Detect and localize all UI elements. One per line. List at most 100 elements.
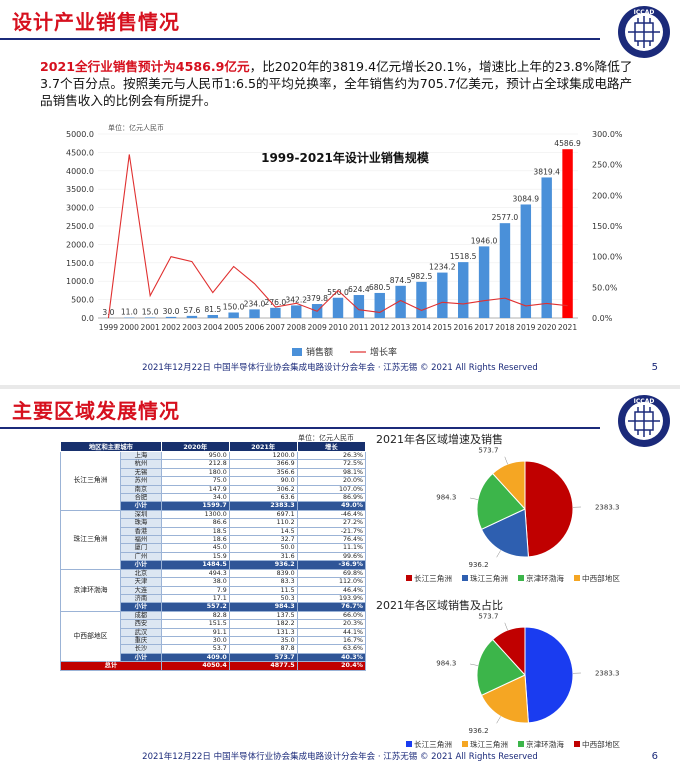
summary-paragraph: 2021全行业销售预计为4586.9亿元，比2020年的3819.4亿元增长20… bbox=[40, 58, 640, 109]
y2-tick-label: 300.0% bbox=[592, 130, 623, 139]
legend-swatch bbox=[406, 741, 412, 747]
value-2020-cell: 34.0 bbox=[160, 493, 230, 503]
growth-cell: 99.6% bbox=[296, 551, 367, 562]
growth-cell: 11.1% bbox=[296, 543, 367, 553]
bar-value-label: 624.4 bbox=[348, 285, 370, 294]
value-2020-cell: 557.2 bbox=[160, 602, 230, 612]
y-tick-label: 2500.0 bbox=[66, 222, 94, 231]
bar-value-label: 379.8 bbox=[306, 294, 328, 303]
value-2021-cell: 14.5 bbox=[228, 526, 298, 537]
growth-cell: -21.7% bbox=[296, 526, 367, 537]
x-tick-label: 2020 bbox=[537, 323, 556, 332]
bar-value-label: 982.5 bbox=[411, 272, 433, 281]
value-2021-cell: 11.5 bbox=[228, 585, 298, 595]
value-2020-cell: 38.0 bbox=[160, 577, 230, 587]
city-cell: 香港 bbox=[120, 526, 162, 537]
value-2021-cell: 110.2 bbox=[228, 518, 298, 528]
legend-swatch bbox=[406, 575, 412, 581]
pie-value-label: 2383.3 bbox=[595, 504, 620, 512]
pie-leader-line bbox=[470, 497, 478, 500]
value-2020-cell: 4050.4 bbox=[160, 661, 230, 671]
slide-separator bbox=[0, 385, 680, 389]
chart-title: 1999-2021年设计业销售规模 bbox=[261, 150, 430, 165]
y2-tick-label: 200.0% bbox=[592, 191, 623, 200]
x-tick-label: 2001 bbox=[141, 323, 160, 332]
bar-value-label: 1234.2 bbox=[429, 263, 456, 272]
growth-cell: 16.7% bbox=[296, 635, 367, 646]
summary-text: ，比2020年的3819.4亿元增长20.1%，增速比上年的23.8%降低了3.… bbox=[40, 59, 633, 108]
growth-cell: 20.4% bbox=[296, 661, 367, 671]
growth-cell: 26.3% bbox=[296, 450, 367, 461]
table-row: 南京 147.9 306.2 107.0% bbox=[61, 484, 367, 495]
value-2021-cell: 63.6 bbox=[228, 493, 298, 503]
pie-leader-line bbox=[496, 716, 501, 724]
logo-text: ICCAD bbox=[634, 398, 655, 405]
bar bbox=[541, 177, 552, 318]
x-tick-label: 2011 bbox=[349, 323, 368, 332]
city-cell: 天津 bbox=[120, 577, 162, 587]
bar bbox=[249, 309, 260, 318]
bar-value-label: 11.0 bbox=[121, 308, 138, 317]
legend-line-label: 增长率 bbox=[370, 346, 397, 358]
table-unit: 单位：亿元人民币 bbox=[298, 434, 354, 442]
growth-cell: 76.7% bbox=[296, 602, 367, 612]
city-cell: 成都 bbox=[120, 610, 162, 621]
y2-tick-label: 250.0% bbox=[592, 161, 623, 170]
city-cell: 合肥 bbox=[120, 493, 162, 503]
bar bbox=[291, 305, 302, 318]
growth-cell: 112.0% bbox=[296, 577, 367, 587]
table-header-cell: 2021年 bbox=[228, 441, 298, 452]
table-row: 珠江三角洲 深圳 1300.0 697.1 -46.4% bbox=[60, 509, 367, 570]
pie-value-label: 936.2 bbox=[468, 561, 488, 569]
table-row: 重庆 30.0 35.0 16.7% bbox=[61, 635, 367, 646]
y-tick-label: 1000.0 bbox=[66, 277, 94, 286]
bar bbox=[228, 312, 239, 318]
value-2020-cell: 409.0 bbox=[160, 652, 230, 663]
title-rule bbox=[0, 38, 600, 40]
legend-swatch bbox=[518, 575, 524, 581]
table-header-row: 地区和主要城市 2020年 2021年 增长 bbox=[60, 441, 367, 452]
value-2020-cell: 86.6 bbox=[160, 518, 230, 528]
value-2020-cell: 950.0 bbox=[160, 450, 230, 461]
total-row: 总计 4050.4 4877.5 20.4% bbox=[60, 661, 367, 671]
pie-slice bbox=[480, 508, 529, 558]
bar bbox=[499, 223, 511, 318]
pie-slice bbox=[524, 626, 574, 724]
region-name-cell: 长江三角洲 bbox=[60, 451, 121, 511]
value-2021-cell: 50.0 bbox=[228, 543, 298, 553]
bar bbox=[165, 316, 177, 318]
sales-bar-chart: 单位：亿元人民币 0.0 500.0 1000.0 1500.0 2000.0 2500.0… bbox=[66, 123, 623, 358]
bar bbox=[144, 317, 156, 318]
pie-value-label: 573.7 bbox=[478, 446, 498, 454]
value-2020-cell: 1484.5 bbox=[160, 560, 230, 570]
growth-cell: 72.5% bbox=[296, 459, 367, 469]
y-tick-label: 500.0 bbox=[71, 296, 94, 305]
value-2021-cell: 131.3 bbox=[228, 627, 298, 637]
bar-value-label: 276.0 bbox=[265, 298, 287, 307]
table-header-cell: 地区和主要城市 bbox=[60, 441, 162, 452]
city-cell: 杭州 bbox=[120, 459, 162, 469]
city-cell: 厦门 bbox=[120, 543, 162, 553]
value-2021-cell: 306.2 bbox=[228, 484, 298, 495]
summary-highlight: 2021全行业销售预计为4586.9亿元 bbox=[40, 59, 250, 74]
bar bbox=[437, 272, 448, 318]
legend-bar-swatch bbox=[292, 348, 302, 356]
slide-title: 主要区域发展情况 bbox=[12, 399, 180, 423]
growth-cell: 40.3% bbox=[296, 652, 367, 663]
y-tick-label: 3500.0 bbox=[66, 185, 94, 194]
bar-value-label: 150.0 bbox=[223, 302, 245, 311]
growth-cell: 27.2% bbox=[296, 518, 367, 528]
value-2021-cell: 31.6 bbox=[228, 551, 298, 562]
x-tick-label: 2000 bbox=[120, 323, 139, 332]
city-cell: 福州 bbox=[120, 535, 162, 545]
x-tick-label: 2019 bbox=[516, 323, 535, 332]
city-cell: 上海 bbox=[120, 450, 162, 461]
legend-swatch bbox=[462, 575, 468, 581]
x-tick-label: 2003 bbox=[182, 323, 201, 332]
pie-slice bbox=[491, 460, 526, 511]
bar bbox=[520, 204, 532, 318]
slide-sales: 设计产业销售情况 ICCAD 2021全行业销售预计为4586.9亿元，比202… bbox=[0, 0, 680, 385]
growth-cell: 44.1% bbox=[296, 627, 367, 637]
growth-cell: 98.1% bbox=[296, 467, 367, 478]
y-tick-label: 3000.0 bbox=[66, 204, 94, 213]
